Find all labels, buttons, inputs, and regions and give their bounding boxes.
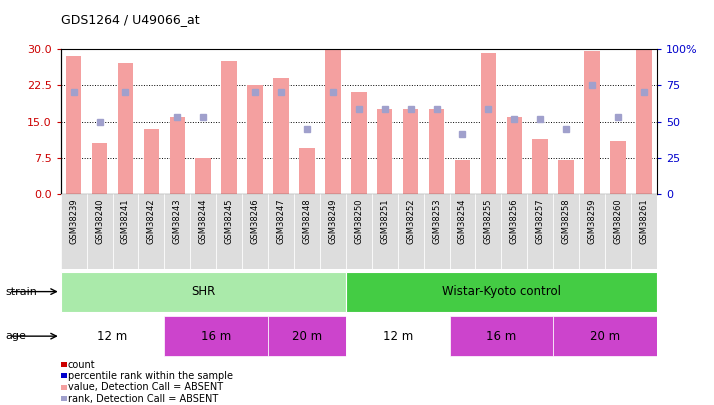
Text: Wistar-Kyoto control: Wistar-Kyoto control <box>442 285 561 298</box>
Bar <box>320 194 346 269</box>
Text: strain: strain <box>6 287 38 296</box>
Text: GSM38244: GSM38244 <box>198 198 208 244</box>
Bar <box>403 109 418 194</box>
Text: GSM38256: GSM38256 <box>510 198 519 244</box>
Bar <box>351 92 366 194</box>
Bar <box>325 49 341 194</box>
Bar <box>527 194 553 269</box>
Text: GSM38254: GSM38254 <box>458 198 467 244</box>
Bar <box>118 63 134 194</box>
Bar <box>450 316 553 356</box>
Text: GSM38258: GSM38258 <box>562 198 570 244</box>
Bar <box>268 316 346 356</box>
Bar <box>398 194 423 269</box>
Text: 20 m: 20 m <box>292 330 322 343</box>
Bar <box>501 194 527 269</box>
Bar <box>268 194 294 269</box>
Text: SHR: SHR <box>191 285 216 298</box>
Text: GSM38255: GSM38255 <box>484 198 493 244</box>
Bar <box>164 194 191 269</box>
Text: GSM38240: GSM38240 <box>95 198 104 244</box>
Bar <box>533 139 548 194</box>
Text: GSM38248: GSM38248 <box>303 198 311 244</box>
Text: GSM38247: GSM38247 <box>276 198 286 244</box>
Bar <box>247 85 263 194</box>
Text: GSM38251: GSM38251 <box>381 198 389 244</box>
Bar <box>631 194 657 269</box>
Text: GSM38243: GSM38243 <box>173 198 182 244</box>
Bar <box>61 194 86 269</box>
Bar <box>221 61 237 194</box>
Bar <box>481 53 496 194</box>
Text: GSM38239: GSM38239 <box>69 198 78 244</box>
Text: GSM38252: GSM38252 <box>406 198 415 244</box>
Text: count: count <box>68 360 95 369</box>
Text: GSM38261: GSM38261 <box>640 198 648 244</box>
Text: GSM38260: GSM38260 <box>613 198 623 244</box>
Text: rank, Detection Call = ABSENT: rank, Detection Call = ABSENT <box>68 394 218 403</box>
Text: 12 m: 12 m <box>383 330 413 343</box>
Bar <box>506 117 522 194</box>
Bar <box>92 143 107 194</box>
Bar <box>553 194 579 269</box>
Text: GSM38249: GSM38249 <box>328 198 337 244</box>
Bar <box>164 316 268 356</box>
Bar <box>346 271 657 312</box>
Bar <box>610 141 625 194</box>
Bar <box>377 109 393 194</box>
Bar <box>61 271 346 312</box>
Text: GSM38253: GSM38253 <box>432 198 441 244</box>
Bar <box>455 160 471 194</box>
Bar <box>553 316 657 356</box>
Bar <box>423 194 450 269</box>
Bar <box>66 56 81 194</box>
Bar <box>372 194 398 269</box>
Text: percentile rank within the sample: percentile rank within the sample <box>68 371 233 381</box>
Bar <box>636 49 652 194</box>
Bar <box>191 194 216 269</box>
Bar <box>346 316 450 356</box>
Bar <box>216 194 242 269</box>
Bar <box>429 109 444 194</box>
Text: 16 m: 16 m <box>201 330 231 343</box>
Bar <box>196 158 211 194</box>
Bar <box>450 194 476 269</box>
Text: GSM38246: GSM38246 <box>251 198 260 244</box>
Text: GSM38250: GSM38250 <box>354 198 363 244</box>
Bar <box>144 129 159 194</box>
Text: GSM38241: GSM38241 <box>121 198 130 244</box>
Text: value, Detection Call = ABSENT: value, Detection Call = ABSENT <box>68 382 223 392</box>
Bar <box>579 194 605 269</box>
Bar <box>113 194 139 269</box>
Text: GSM38257: GSM38257 <box>536 198 545 244</box>
Text: GSM38245: GSM38245 <box>225 198 233 244</box>
Text: GSM38259: GSM38259 <box>588 198 597 244</box>
Bar <box>299 148 315 194</box>
Bar <box>346 194 372 269</box>
Bar <box>558 160 574 194</box>
Text: 20 m: 20 m <box>590 330 620 343</box>
Bar <box>584 51 600 194</box>
Bar <box>294 194 320 269</box>
Bar <box>139 194 164 269</box>
Bar <box>169 117 185 194</box>
Bar <box>476 194 501 269</box>
Bar <box>605 194 631 269</box>
Text: age: age <box>6 331 26 341</box>
Bar <box>86 194 113 269</box>
Text: GSM38242: GSM38242 <box>147 198 156 244</box>
Bar <box>61 316 164 356</box>
Text: 16 m: 16 m <box>486 330 516 343</box>
Text: 12 m: 12 m <box>97 330 128 343</box>
Bar <box>273 78 288 194</box>
Bar <box>242 194 268 269</box>
Text: GDS1264 / U49066_at: GDS1264 / U49066_at <box>61 13 199 26</box>
